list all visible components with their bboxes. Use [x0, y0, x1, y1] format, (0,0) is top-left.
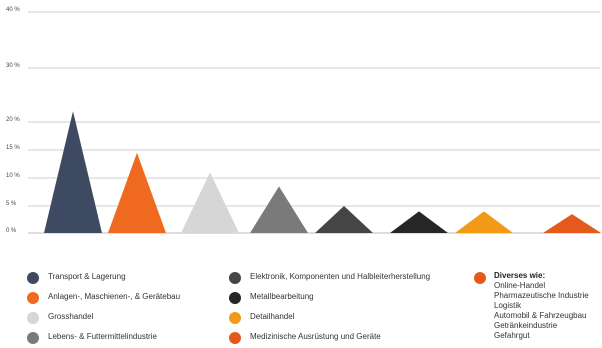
legend-swatch — [229, 332, 241, 344]
diverses-heading: Diverses wie: — [494, 271, 546, 280]
bar-2 — [108, 152, 166, 233]
y-tick-label: 5 % — [6, 201, 17, 207]
legend: Transport & Lagerung Anlagen-, Maschiene… — [0, 268, 602, 348]
legend-swatch — [27, 272, 39, 284]
legend-label: Medizinische Ausrüstung und Geräte — [250, 332, 381, 341]
bar-8 — [543, 214, 601, 233]
legend-swatch — [229, 312, 241, 324]
legend-item-detailhandel: Detailhandel — [229, 311, 294, 324]
legend-swatch — [474, 272, 486, 284]
legend-item-transport: Transport & Lagerung — [27, 271, 126, 284]
diverses-line: Getränkeindustrie — [494, 321, 558, 330]
legend-item-anlagen: Anlagen-, Maschienen-, & Gerätebau — [27, 291, 180, 304]
legend-swatch — [229, 292, 241, 304]
bar-4 — [250, 186, 308, 233]
bar-1 — [44, 111, 102, 233]
legend-label: Elektronik, Komponenten und Halbleiterhe… — [250, 272, 431, 281]
legend-swatch — [27, 312, 39, 324]
y-tick-label: 40 % — [6, 7, 20, 13]
bar-3 — [181, 172, 239, 233]
legend-label: Transport & Lagerung — [48, 272, 126, 281]
legend-item-medizin: Medizinische Ausrüstung und Geräte — [229, 331, 381, 344]
bar-5 — [315, 206, 373, 233]
y-tick-label: 10 % — [6, 173, 20, 179]
diverses-line: Automobil & Fahrzeugbau — [494, 311, 587, 320]
y-tick-label: 0 % — [6, 228, 17, 234]
legend-label: Anlagen-, Maschienen-, & Gerätebau — [48, 292, 181, 301]
legend-item-lebensmittel: Lebens- & Futtermittelindustrie — [27, 331, 157, 344]
y-tick-label: 30 % — [6, 63, 20, 69]
legend-swatch — [27, 292, 39, 304]
bar-chart: 0 % 5 % 10 % 15 % 20 % 30 % 40 % — [6, 7, 601, 234]
y-tick-label: 15 % — [6, 145, 20, 151]
legend-swatch — [229, 272, 241, 284]
legend-label: Lebens- & Futtermittelindustrie — [48, 332, 157, 341]
bar-7 — [455, 211, 513, 233]
legend-item-diverses: Diverses wie: Online-Handel Pharmazeutis… — [474, 271, 589, 341]
legend-item-grosshandel: Grosshandel — [27, 311, 93, 324]
y-tick-label: 20 % — [6, 117, 20, 123]
diverses-line: Pharmazeutische Industrie — [494, 291, 589, 300]
legend-label: Grosshandel — [48, 312, 94, 321]
legend-label: Metallbearbeitung — [250, 292, 314, 301]
legend-item-elektronik: Elektronik, Komponenten und Halbleiterhe… — [229, 271, 430, 284]
legend-item-metall: Metallbearbeitung — [229, 291, 314, 304]
legend-label: Detailhandel — [250, 312, 295, 321]
diverses-line: Online-Handel — [494, 281, 546, 290]
bar-6 — [390, 211, 448, 233]
legend-swatch — [27, 332, 39, 344]
diverses-line: Gefahrgut — [494, 331, 530, 340]
diverses-line: Logistik — [494, 301, 522, 310]
